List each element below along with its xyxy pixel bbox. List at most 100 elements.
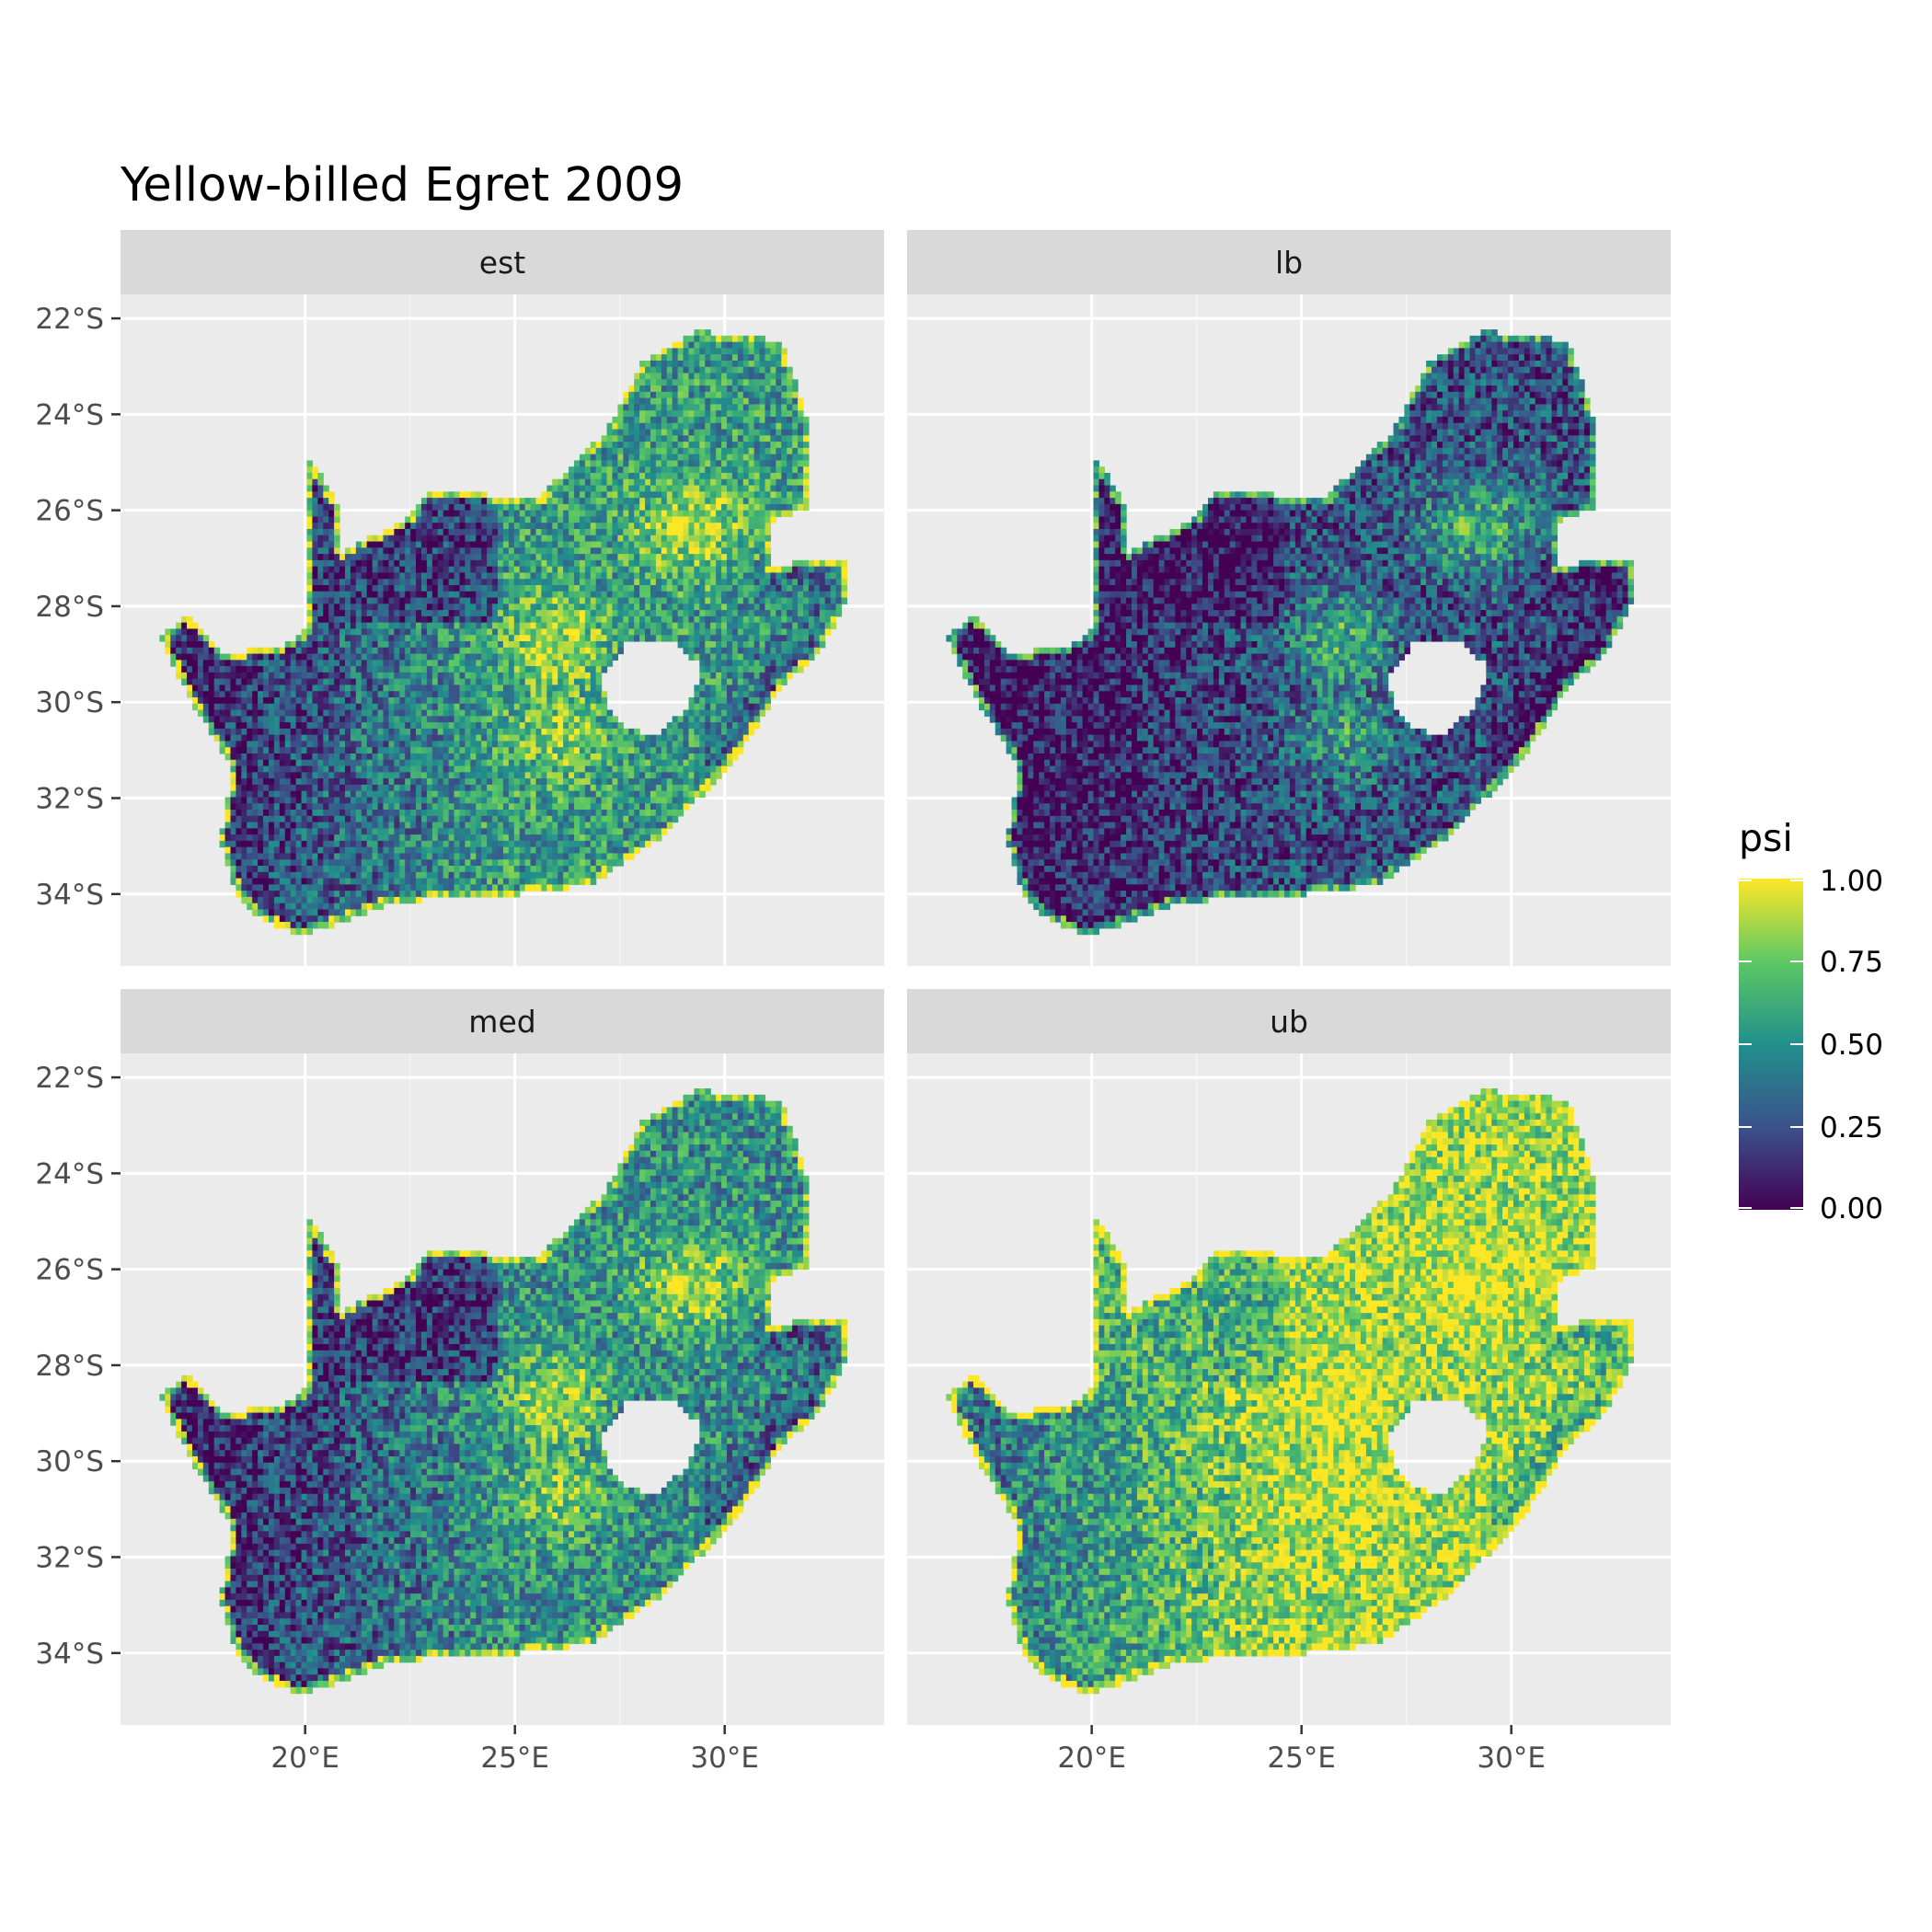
raster-cell	[437, 840, 444, 848]
raster-cell	[263, 653, 270, 661]
raster-cell	[584, 678, 592, 686]
raster-cell	[584, 853, 592, 860]
raster-cell	[476, 523, 482, 530]
raster-cell	[355, 822, 362, 829]
raster-cell	[470, 597, 477, 604]
raster-cell	[366, 716, 374, 723]
raster-cell	[252, 716, 259, 723]
raster-cell	[219, 691, 226, 698]
raster-cell	[181, 622, 188, 630]
raster-cell	[443, 753, 450, 761]
raster-cell	[606, 803, 614, 811]
raster-cell	[552, 672, 558, 680]
raster-cell	[317, 535, 324, 543]
raster-cell	[405, 635, 411, 642]
raster-cell	[465, 653, 471, 661]
raster-cell	[492, 503, 499, 512]
raster-cell	[492, 584, 499, 592]
raster-cell	[339, 703, 346, 711]
raster-cell	[399, 684, 406, 692]
raster-cell	[628, 422, 635, 431]
raster-cell	[399, 753, 406, 761]
raster-cell	[268, 772, 275, 779]
raster-cell	[454, 871, 461, 880]
raster-cell	[573, 622, 581, 630]
raster-cell	[524, 734, 532, 742]
raster-cell	[623, 523, 629, 530]
raster-cell	[524, 635, 532, 642]
raster-cell	[470, 660, 477, 667]
raster-cell	[377, 591, 385, 599]
raster-cell	[236, 722, 242, 730]
raster-cell	[317, 510, 324, 518]
raster-cell	[628, 604, 635, 611]
raster-cell	[372, 866, 379, 873]
raster-cell	[372, 684, 379, 692]
raster-cell	[328, 666, 335, 673]
raster-cell	[219, 709, 226, 717]
raster-cell	[590, 810, 597, 817]
raster-cell	[410, 765, 417, 773]
raster-cell	[301, 797, 308, 804]
raster-cell	[383, 628, 390, 636]
raster-cell	[394, 878, 400, 885]
raster-cell	[569, 510, 575, 518]
raster-cell	[344, 554, 351, 561]
raster-cell	[546, 859, 553, 867]
raster-cell	[437, 784, 444, 792]
raster-cell	[628, 753, 635, 761]
raster-cell	[628, 615, 635, 624]
raster-cell	[372, 765, 379, 773]
raster-cell	[470, 859, 477, 867]
raster-cell	[165, 640, 171, 649]
raster-cell	[252, 803, 259, 811]
raster-cell	[312, 640, 318, 649]
raster-cell	[465, 579, 471, 586]
raster-cell	[443, 584, 450, 592]
raster-cell	[655, 759, 662, 767]
raster-cell	[361, 709, 368, 717]
raster-cell	[213, 716, 221, 723]
raster-cell	[295, 846, 303, 855]
raster-cell	[535, 790, 543, 799]
raster-cell	[579, 491, 586, 499]
raster-cell	[399, 828, 406, 835]
raster-cell	[470, 579, 477, 586]
raster-cell	[377, 896, 385, 904]
raster-cell	[541, 628, 547, 636]
raster-cell	[513, 790, 521, 799]
raster-cell	[639, 466, 646, 474]
raster-cell	[552, 516, 558, 523]
raster-cell	[350, 647, 357, 655]
raster-cell	[372, 728, 379, 736]
raster-cell	[295, 815, 303, 823]
raster-cell	[470, 498, 477, 505]
raster-cell	[284, 903, 292, 911]
raster-cell	[481, 653, 488, 661]
raster-cell	[459, 728, 466, 736]
raster-cell	[273, 778, 281, 786]
raster-cell	[563, 622, 569, 630]
raster-cell	[263, 790, 270, 799]
raster-cell	[443, 547, 450, 555]
raster-cell	[590, 442, 597, 449]
raster-cell	[350, 803, 357, 811]
raster-cell	[590, 815, 597, 823]
raster-cell	[546, 728, 553, 736]
raster-cell	[459, 716, 466, 723]
raster-cell	[361, 747, 368, 754]
raster-cell	[268, 853, 275, 860]
raster-cell	[661, 348, 668, 355]
raster-cell	[502, 803, 510, 811]
raster-cell	[584, 472, 592, 480]
raster-cell	[317, 472, 324, 480]
raster-cell	[481, 498, 488, 505]
raster-cell	[606, 466, 614, 474]
raster-cell	[476, 709, 482, 717]
raster-cell	[508, 666, 515, 673]
raster-cell	[437, 691, 444, 698]
raster-cell	[263, 822, 270, 829]
raster-cell	[295, 722, 303, 730]
raster-cell	[601, 610, 608, 617]
raster-cell	[465, 772, 471, 779]
